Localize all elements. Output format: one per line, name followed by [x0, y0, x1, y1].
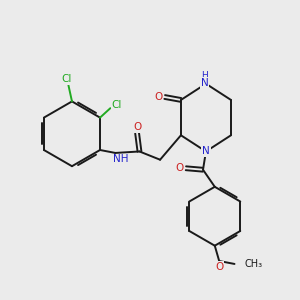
Text: O: O — [133, 122, 141, 132]
Text: O: O — [154, 92, 162, 102]
Text: N: N — [202, 146, 210, 157]
Text: N: N — [201, 78, 208, 88]
Text: H: H — [201, 71, 208, 80]
Text: CH₃: CH₃ — [245, 259, 263, 269]
Text: O: O — [215, 262, 223, 272]
Text: Cl: Cl — [62, 74, 72, 84]
Text: Cl: Cl — [112, 100, 122, 110]
Text: O: O — [175, 163, 184, 173]
Text: NH: NH — [113, 154, 128, 164]
